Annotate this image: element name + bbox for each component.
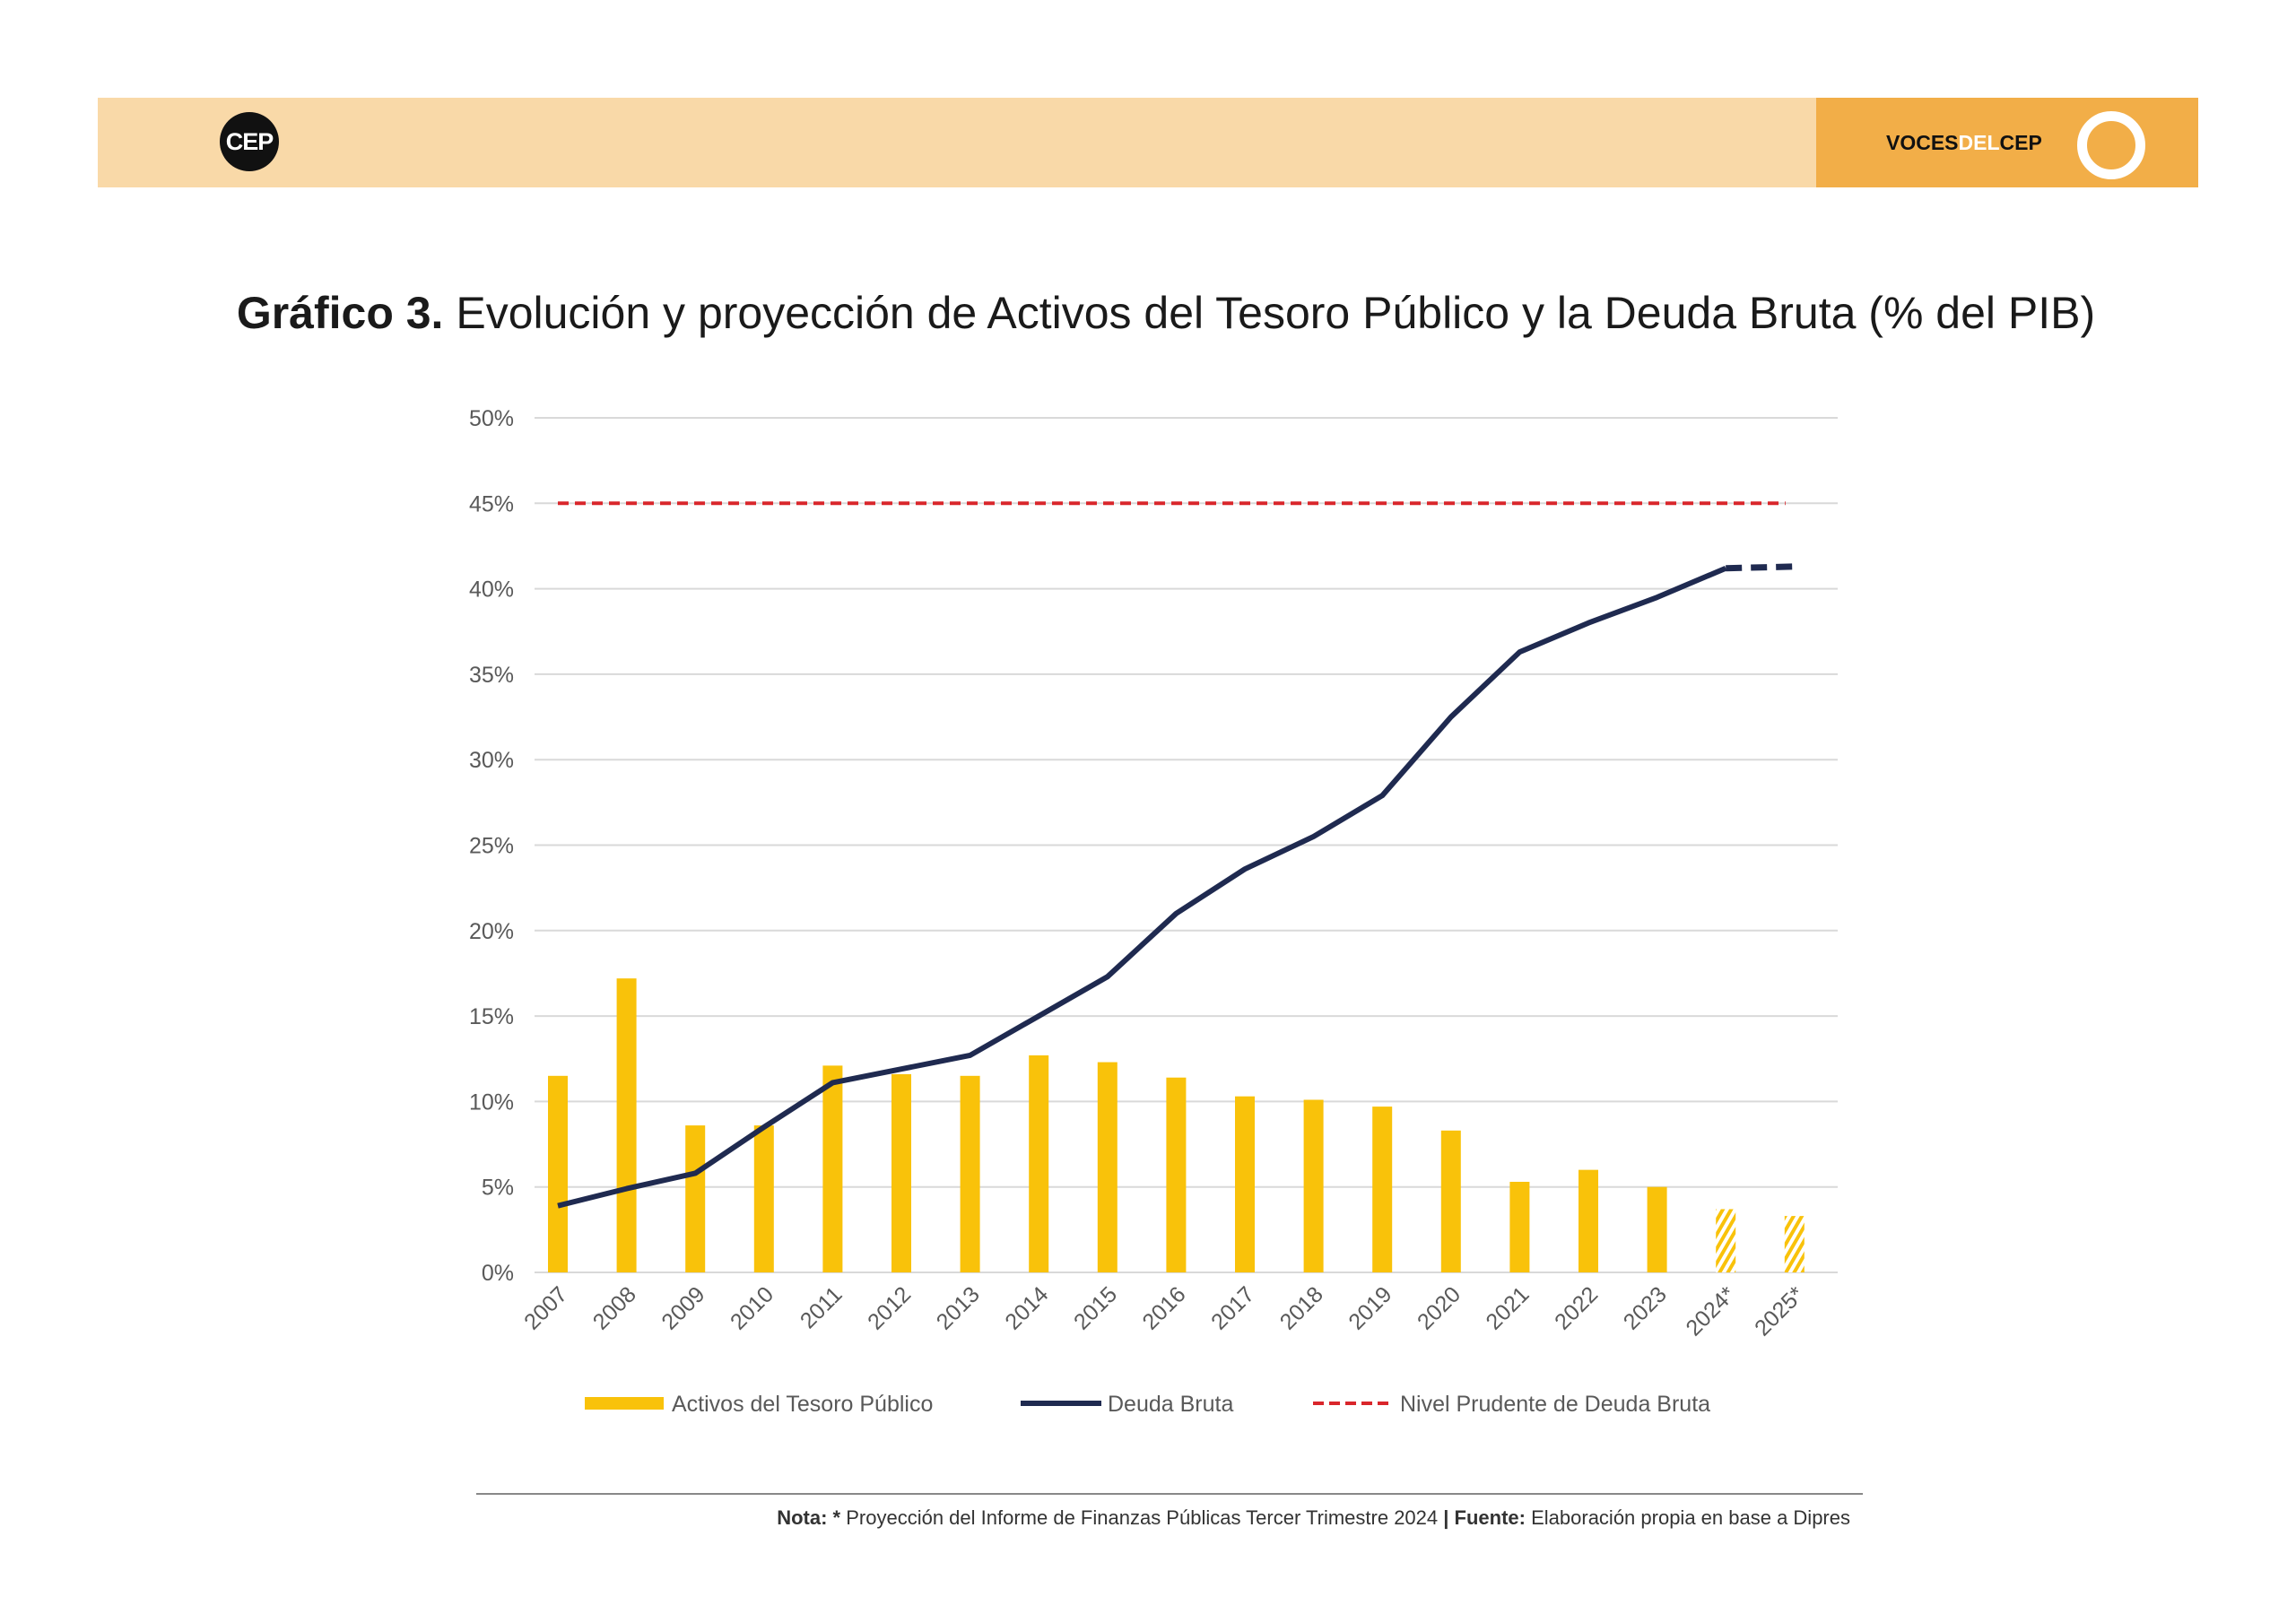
nota-text: Proyección del Informe de Finanzas Públi… [840,1506,1444,1529]
x-tick-label: 2010 [726,1281,778,1334]
legend-label: Activos del Tesoro Público [672,1392,933,1417]
x-tick-label: 2021 [1482,1281,1535,1334]
y-tick-label: 45% [469,491,514,516]
x-tick-label: 2024* [1681,1281,1740,1341]
x-tick-label: 2012 [863,1281,916,1334]
y-tick-label: 20% [469,919,514,944]
bar [1303,1099,1324,1272]
bar [1372,1107,1393,1272]
y-tick-label: 30% [469,748,514,773]
legend-label: Deuda Bruta [1108,1392,1233,1417]
title-text: Evolución y proyección de Activos del Te… [456,288,2096,338]
x-tick-label: 2014 [1000,1281,1053,1334]
bar [1647,1186,1667,1272]
x-tick-label: 2009 [657,1281,709,1334]
bar [753,1125,774,1272]
debt-line [557,565,1727,1209]
footer-divider [476,1493,1863,1495]
bar [685,1125,706,1272]
title-label: Gráfico 3. [236,288,444,338]
x-tick-label: 2018 [1275,1281,1328,1334]
brand-part: VOCES [1886,131,1959,154]
y-tick-label: 10% [469,1089,514,1115]
bar [1440,1130,1461,1272]
x-tick-label: 2011 [796,1281,848,1333]
y-tick-label: 40% [469,577,514,603]
voces-del-cep-logo: VOCESDELCEP [1886,131,2042,155]
bar [1166,1077,1187,1272]
x-tick-label: 2008 [588,1281,641,1334]
bar [822,1065,843,1272]
x-tick-label: 2022 [1550,1281,1603,1334]
brand-part: CEP [1999,131,2042,154]
bar [1097,1062,1118,1272]
bar [960,1075,980,1272]
bar [1716,1209,1736,1272]
y-tick-label: 50% [469,406,514,431]
chart-title: Gráfico 3. Evolución y proyección de Act… [0,287,2296,339]
x-tick-label: 2020 [1413,1281,1465,1334]
y-tick-label: 0% [482,1261,514,1286]
bar [1235,1096,1255,1272]
bar [548,1075,568,1272]
footer-note: Nota: * Proyección del Informe de Finanz… [777,1506,1850,1530]
y-tick-label: 5% [482,1176,514,1201]
legend-swatch [585,1397,664,1410]
y-tick-label: 35% [469,663,514,688]
bar [1784,1216,1805,1272]
cep-logo: CEP [220,112,279,171]
x-tick-label: 2013 [932,1281,985,1334]
x-tick-label: 2025* [1750,1281,1809,1341]
legend-label: Nivel Prudente de Deuda Bruta [1400,1392,1710,1417]
x-tick-label: 2019 [1344,1281,1396,1334]
fuente-text: Elaboración propia en base a Dipres [1525,1506,1850,1529]
bar [1029,1055,1049,1272]
bar [891,1073,911,1272]
y-tick-label: 25% [469,834,514,859]
fuente-label: | Fuente: [1443,1506,1526,1529]
x-tick-label: 2016 [1138,1281,1191,1334]
header-band [98,98,1816,187]
bar [1509,1181,1530,1272]
y-tick-label: 15% [469,1004,514,1029]
bar [616,978,637,1272]
debt-line-projection [1726,563,1795,572]
x-tick-label: 2023 [1619,1281,1672,1334]
x-tick-label: 2007 [519,1281,572,1334]
x-tick-label: 2017 [1206,1281,1259,1334]
x-tick-label: 2015 [1069,1281,1122,1334]
speech-bubble-icon [2077,111,2145,179]
brand-part: DEL [1958,131,2000,154]
nota-label: Nota: * [777,1506,841,1529]
bar [1578,1169,1598,1272]
